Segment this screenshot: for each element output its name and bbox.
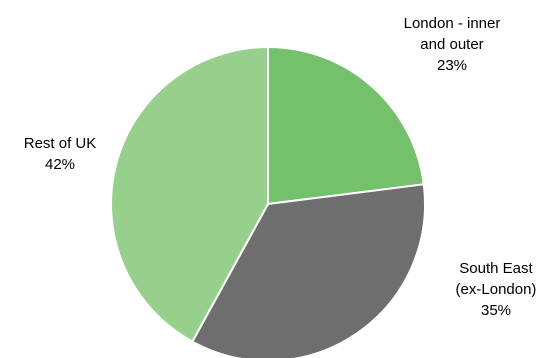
slice-name-label: and outer: [420, 36, 483, 53]
slice-label-1: London - inner and outer 23%: [404, 15, 501, 74]
pie-slice-2: [191, 183, 426, 358]
pie-labels: London - inner and outer 23% South East (ex-…: [24, 15, 537, 319]
slice-name-label: (ex-London): [456, 281, 537, 298]
slice-name-label: London - inner: [404, 15, 501, 32]
slice-label-2: South East (ex-London) 35%: [456, 260, 537, 319]
slice-name-label: Rest of UK: [24, 135, 97, 152]
pie-slices: [110, 45, 426, 358]
slice-value-label: 42%: [45, 156, 75, 173]
slice-label-3: Rest of UK 42%: [24, 135, 97, 173]
slice-name-label: South East: [459, 260, 533, 277]
slice-value-label: 35%: [481, 302, 511, 319]
slice-value-label: 23%: [437, 57, 467, 74]
pie-slice-1: [267, 45, 425, 206]
pie-slice-3: [110, 45, 269, 343]
